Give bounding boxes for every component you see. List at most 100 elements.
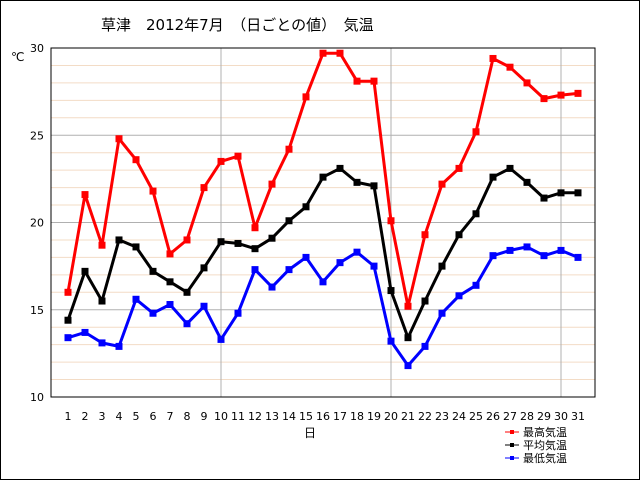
x-tick-label: 15 [299,410,313,423]
data-point [302,203,310,211]
data-point [285,145,293,153]
data-point [353,248,361,256]
data-point [234,309,242,317]
data-point [64,316,72,324]
legend-marker [510,430,514,434]
data-point [268,283,276,291]
x-tick-label: 4 [116,410,123,423]
grid-lines [51,48,595,397]
data-point [115,135,123,143]
x-tick-label: 22 [418,410,432,423]
data-point [370,182,378,190]
data-point [81,267,89,275]
x-tick-label: 2 [82,410,89,423]
x-tick-label: 29 [537,410,551,423]
x-tick-label: 31 [571,410,585,423]
y-tick-label: 25 [30,129,44,142]
data-point [336,49,344,57]
data-point [387,217,395,225]
data-point [64,334,72,342]
data-point [421,342,429,350]
legend-marker [510,443,514,447]
x-tick-label: 20 [384,410,398,423]
data-point [183,236,191,244]
data-point [166,250,174,258]
data-point [506,164,514,172]
data-point [183,288,191,296]
y-tick-label: 20 [30,217,44,230]
x-tick-label: 9 [201,410,208,423]
data-point [166,278,174,286]
x-tick-label: 16 [316,410,330,423]
data-point [438,309,446,317]
series-2 [64,243,582,370]
y-tick-label: 15 [30,304,44,317]
data-point [115,342,123,350]
data-point [268,234,276,242]
legend-label: 最低気温 [523,451,567,465]
data-series [64,49,582,370]
x-tick-label: 19 [367,410,381,423]
data-point [132,295,140,303]
data-point [557,246,565,254]
data-point [404,334,412,342]
data-point [302,93,310,101]
y-axis-unit: ℃ [11,50,24,64]
x-tick-label: 28 [520,410,534,423]
data-point [421,231,429,239]
data-point [472,210,480,218]
data-point [472,128,480,136]
data-point [98,241,106,249]
data-point [540,194,548,202]
plot-area-border [50,47,596,398]
x-tick-label: 12 [248,410,262,423]
x-tick-label: 10 [214,410,228,423]
data-point [438,262,446,270]
data-point [234,239,242,247]
data-point [540,95,548,103]
x-tick-label: 5 [133,410,140,423]
data-point [404,362,412,370]
x-tick-label: 21 [401,410,415,423]
data-point [574,189,582,197]
x-tick-label: 6 [150,410,157,423]
x-tick-label: 7 [167,410,174,423]
data-point [574,253,582,261]
data-point [149,309,157,317]
data-point [200,302,208,310]
data-point [523,178,531,186]
x-tick-label: 11 [231,410,245,423]
series-line [67,245,579,368]
data-point [64,288,72,296]
data-point [251,266,259,274]
data-point [81,191,89,199]
data-point [557,91,565,99]
data-point [421,297,429,305]
data-point [98,297,106,305]
data-point [285,217,293,225]
data-point [217,157,225,165]
data-point [319,278,327,286]
data-point [81,328,89,336]
data-point [132,243,140,251]
x-tick-label: 13 [265,410,279,423]
data-point [166,301,174,309]
data-point [489,173,497,181]
data-point [251,245,259,253]
data-point [268,180,276,188]
data-point [557,189,565,197]
data-point [540,252,548,260]
data-point [336,259,344,267]
data-point [336,164,344,172]
x-tick-label: 23 [435,410,449,423]
data-point [370,262,378,270]
data-point [353,77,361,85]
data-point [574,89,582,97]
data-point [489,54,497,62]
data-point [319,49,327,57]
data-point [455,164,463,172]
legend-label: 最高気温 [523,425,567,439]
